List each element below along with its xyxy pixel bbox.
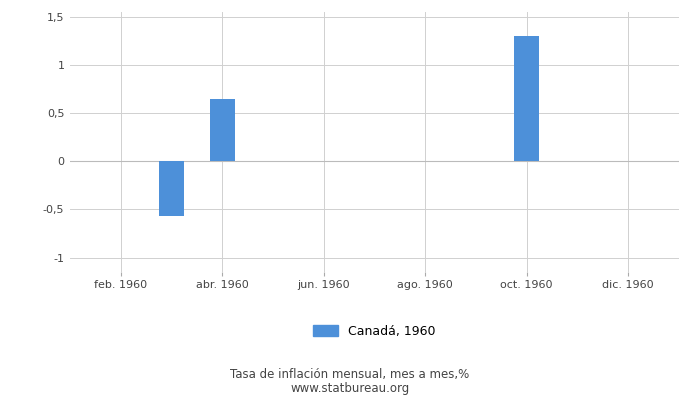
Bar xyxy=(159,161,184,216)
Text: Tasa de inflación mensual, mes a mes,%: Tasa de inflación mensual, mes a mes,% xyxy=(230,368,470,381)
Legend: Canadá, 1960: Canadá, 1960 xyxy=(314,325,435,338)
Bar xyxy=(209,99,235,161)
Text: www.statbureau.org: www.statbureau.org xyxy=(290,382,410,395)
Bar xyxy=(514,36,540,161)
